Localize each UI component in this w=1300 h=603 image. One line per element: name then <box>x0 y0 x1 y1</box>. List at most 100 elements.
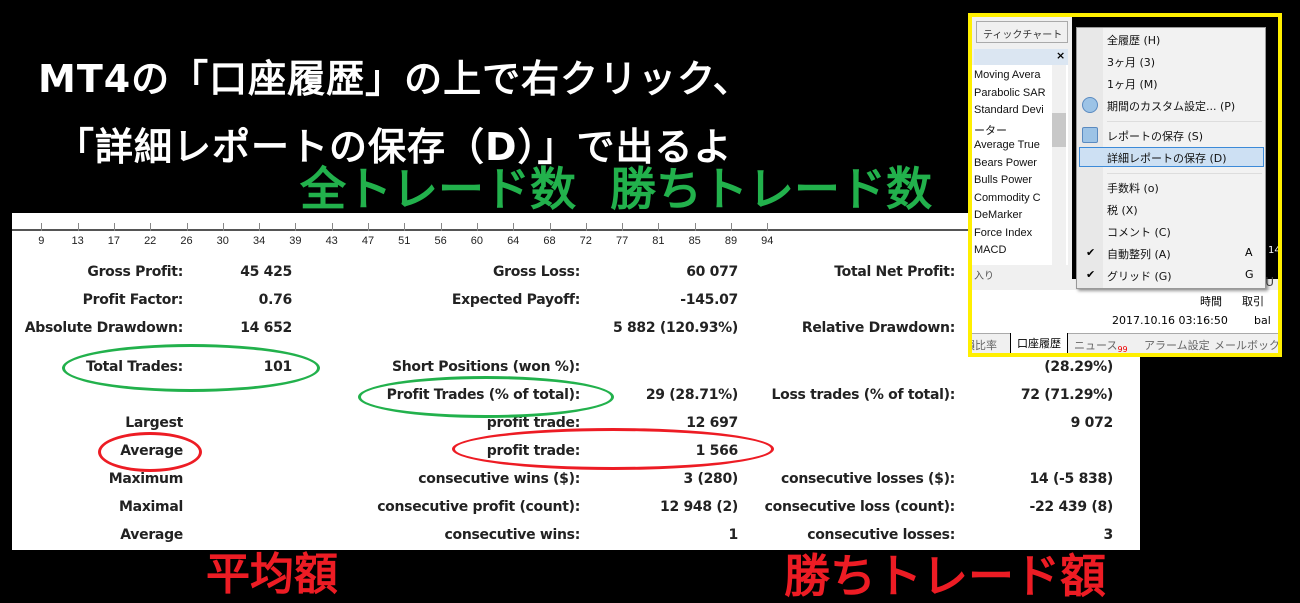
report-value: -145.07 <box>680 292 738 308</box>
menu-item[interactable]: グリッド (G) <box>1107 270 1172 283</box>
indicator-item[interactable]: Bears Power <box>974 156 1037 169</box>
profit-amount-annotation: 勝ちトレード額 <box>784 549 1106 603</box>
indicator-item[interactable]: Bulls Power <box>974 174 1033 186</box>
indicator-item[interactable]: Standard Devi <box>974 104 1044 116</box>
report-label: consecutive profit (count): <box>377 499 580 515</box>
close-icon[interactable]: × <box>1056 49 1066 62</box>
axis-tick-label: 72 <box>579 235 592 247</box>
profit-trades-annotation: 勝ちトレード数 <box>610 162 932 216</box>
menu-item[interactable]: 全履歴 (H) <box>1107 34 1161 47</box>
report-label: Gross Profit: <box>87 264 183 280</box>
axis-tick <box>41 223 43 231</box>
axis-tick-label: 17 <box>107 235 121 247</box>
bottom-tab-label: ニュース <box>1074 339 1118 352</box>
report-value: 3 <box>1103 527 1114 543</box>
axis-tick <box>186 223 188 231</box>
axis-tick <box>331 223 333 231</box>
bottom-tab-label: アラーム設定 <box>1144 339 1210 352</box>
axis-tick-label: 51 <box>398 235 411 247</box>
axis-tick <box>77 223 79 231</box>
axis-tick-label: 34 <box>252 235 266 247</box>
header-time: 時間 <box>1200 295 1222 308</box>
axis-tick <box>476 223 478 231</box>
report-value: 14 (-5 838) <box>1029 471 1113 487</box>
title-line-1: MT4の「口座履歴」の上で右クリック、 <box>38 57 752 101</box>
menu-item[interactable]: 税 (X) <box>1107 204 1138 217</box>
axis-tick-label: 85 <box>688 235 701 247</box>
indicator-item[interactable]: Average True <box>974 139 1040 151</box>
report-value: -22 439 (8) <box>1029 499 1113 515</box>
menu-item[interactable]: 自動整列 (A) <box>1107 248 1171 261</box>
left-tab[interactable]: 入り <box>972 267 1068 282</box>
indicator-item[interactable]: Commodity C <box>974 191 1041 204</box>
axis-tick <box>259 223 261 231</box>
indicator-item[interactable]: ーター <box>974 124 1007 137</box>
axis-tick <box>767 223 769 231</box>
menu-item[interactable]: 手数料 (o) <box>1107 182 1159 195</box>
news-badge: 99 <box>1117 345 1128 355</box>
chart-axis <box>12 229 1140 231</box>
menu-item[interactable]: 詳細レポートの保存 (D) <box>1107 152 1227 165</box>
mt4-screenshot-inset: ティックチャート × Moving Avera Parabolic SAR Stan… <box>968 13 1282 357</box>
indicator-item[interactable]: MACD <box>974 244 1007 256</box>
context-menu: 全履歴 (H) 3ヶ月 (3) 1ヶ月 (M) 期間のカスタム設定... (P) レポー… <box>1076 27 1266 289</box>
axis-tick-label: 22 <box>144 235 157 247</box>
bottom-tab[interactable]: 損比率 <box>972 335 1003 353</box>
report-value: 12 697 <box>686 415 738 431</box>
bottom-tab[interactable]: メールボックス <box>1208 335 1280 353</box>
axis-tick-label: 77 <box>615 235 629 247</box>
scrollbar[interactable] <box>1052 65 1066 265</box>
total-trades-circle <box>62 344 320 392</box>
report-label: Loss trades (% of total): <box>771 387 956 403</box>
axis-tick <box>150 223 152 231</box>
menu-item[interactable]: レポートの保存 (S) <box>1107 130 1204 143</box>
menu-shortcut: G <box>1245 268 1254 281</box>
header-type: 取引 <box>1242 295 1264 308</box>
report-label: Average <box>120 527 183 543</box>
axis-tick <box>731 223 732 231</box>
menu-item[interactable]: コメント (C) <box>1107 226 1171 239</box>
indicator-item[interactable]: Force Index <box>974 226 1033 239</box>
axis-tick-label: 89 <box>724 235 738 247</box>
save-report-icon <box>1082 127 1098 143</box>
report-label: Total Net Profit: <box>834 264 955 280</box>
total-trades-annotation: 全トレード数 <box>300 162 576 216</box>
report-label: Largest <box>125 415 183 431</box>
axis-tick-label: 26 <box>180 235 193 247</box>
tab-tick-chart[interactable]: ティックチャート <box>976 21 1068 43</box>
bottom-tab[interactable]: アラーム設定 <box>1138 335 1216 353</box>
indicator-item[interactable]: Moving Avera <box>974 69 1041 81</box>
menu-item[interactable]: 期間のカスタム設定... (P) <box>1107 100 1236 113</box>
axis-tick <box>658 223 660 231</box>
row-type[interactable]: bal <box>1254 314 1271 327</box>
menu-item[interactable]: 1ヶ月 (M) <box>1107 78 1158 91</box>
report-label: profit trade: <box>486 415 581 431</box>
profit-trade-amount-circle <box>452 428 774 470</box>
average-annotation: 平均額 <box>206 549 338 600</box>
report-value: 45 425 <box>240 264 292 280</box>
row-time[interactable]: 2017.10.16 03:16:50 <box>1112 314 1228 327</box>
bottom-tab-label: メールボックス <box>1214 339 1280 352</box>
axis-tick-label: 13 <box>71 235 84 247</box>
bottom-tab[interactable]: ニュース99 <box>1068 335 1134 353</box>
report-value: 12 948 (2) <box>660 499 738 515</box>
clock-gear-icon <box>1082 97 1098 113</box>
bottom-tab[interactable]: 口座履歴 <box>1010 333 1068 353</box>
indicator-item[interactable]: Parabolic SAR <box>974 86 1046 99</box>
axis-tick-label: 64 <box>507 235 520 247</box>
report-value: 9 072 <box>1070 415 1114 431</box>
axis-tick <box>368 223 369 231</box>
report-value: 1 <box>728 527 739 543</box>
axis-tick-label: 47 <box>361 235 375 247</box>
menu-item[interactable]: 3ヶ月 (3) <box>1107 56 1156 69</box>
bottom-tab-label: 口座履歴 <box>1017 337 1061 350</box>
axis-tick-label: 30 <box>216 235 229 247</box>
axis-tick <box>549 223 551 231</box>
axis-tick-label: 39 <box>289 235 302 247</box>
checkmark-icon: ✔ <box>1086 268 1096 281</box>
axis-tick-label: 60 <box>470 235 484 247</box>
report-label: Gross Loss: <box>492 264 580 280</box>
report-label: consecutive losses ($): <box>781 471 955 487</box>
bottom-tab-label: 損比率 <box>972 339 997 352</box>
indicator-item[interactable]: DeMarker <box>974 209 1023 221</box>
